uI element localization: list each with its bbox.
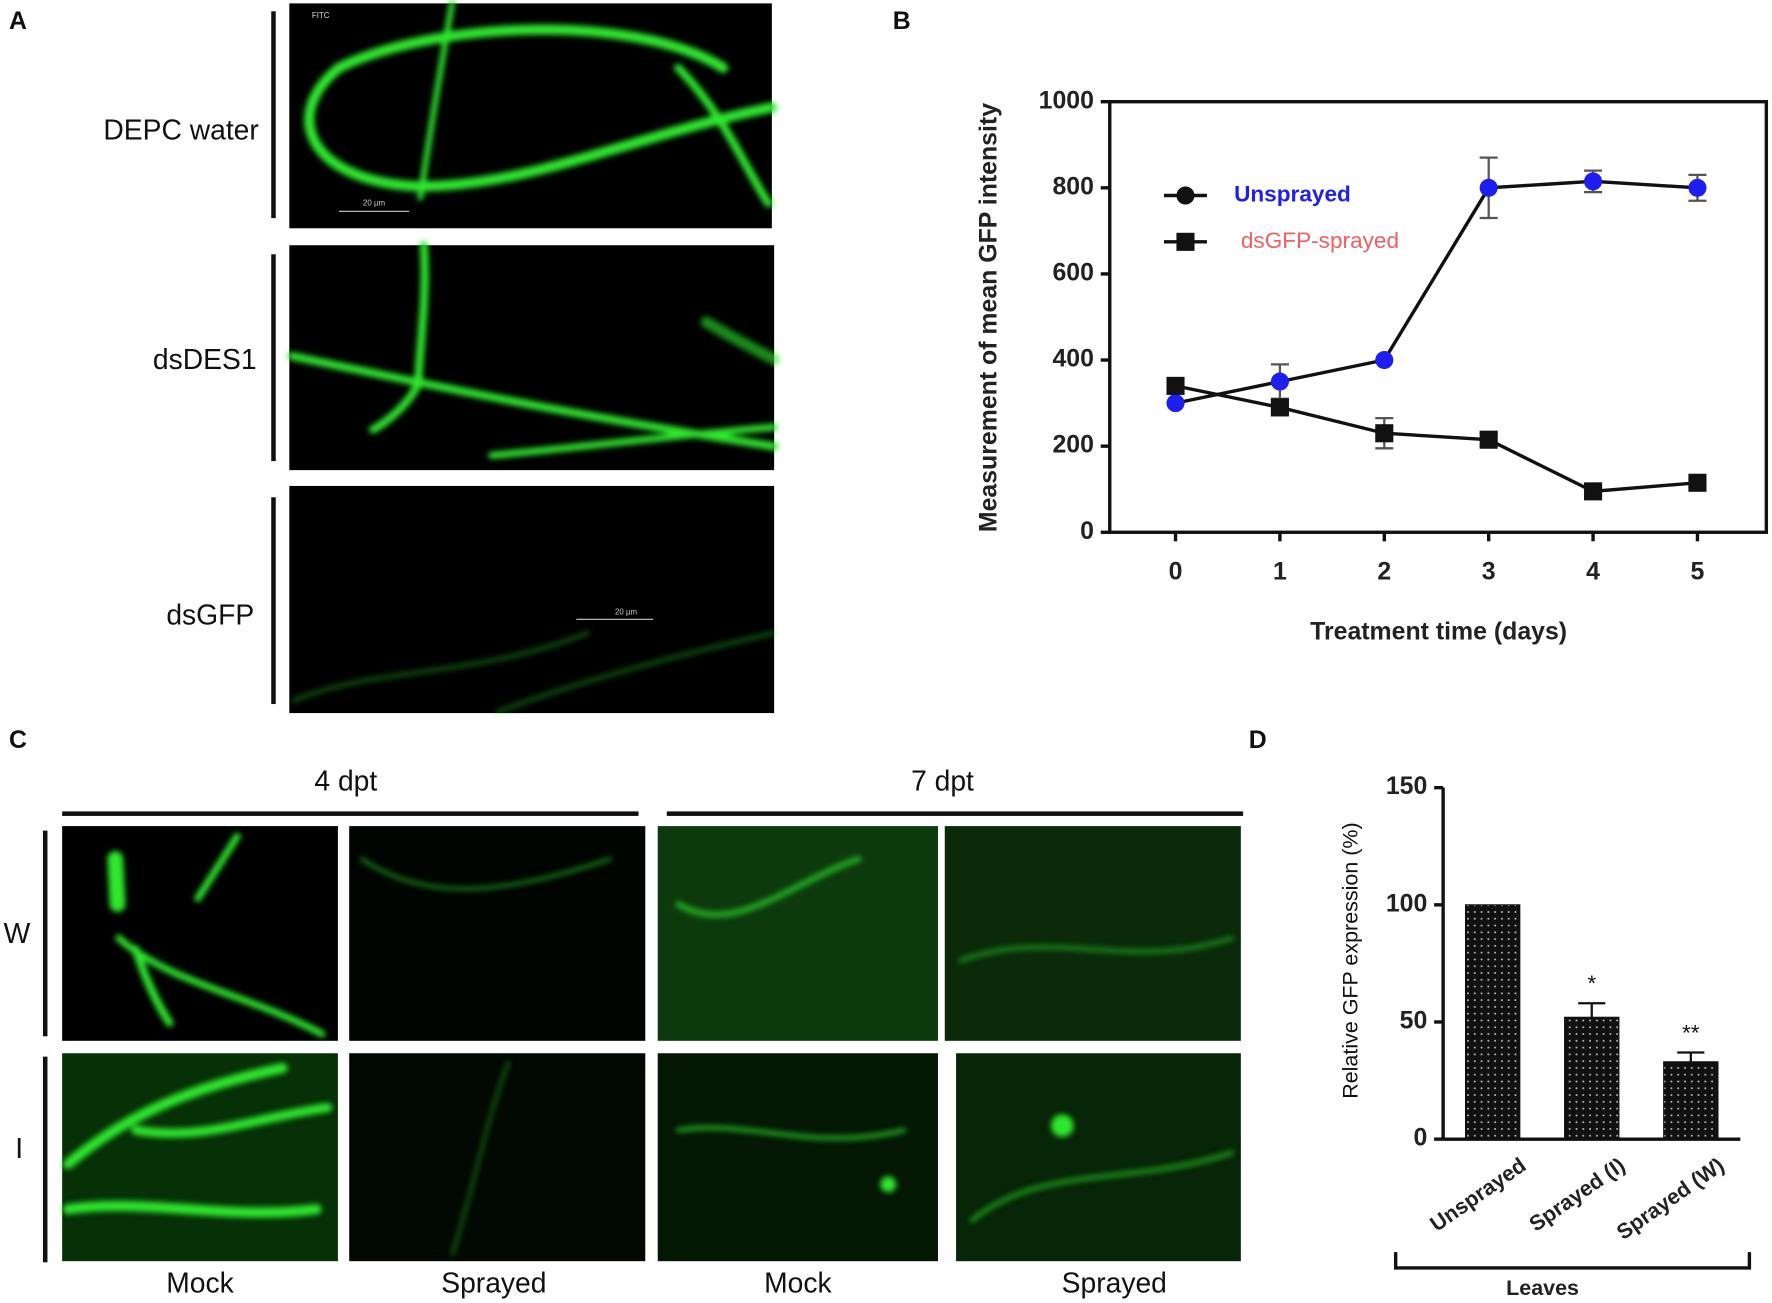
bracket [271,254,276,462]
y-tick-label: 1000 [1039,86,1094,114]
significance: ** [1682,1020,1700,1045]
micrograph [944,826,1241,1041]
bar [1564,1016,1620,1140]
y-tick-label: 800 [1052,172,1093,200]
x-tick-label: 0 [1169,558,1183,586]
panel-label: C [9,726,27,754]
bracket [42,1056,48,1263]
y-axis-label: Measurement of mean GFP intensity [975,103,1003,532]
marker [1166,376,1185,395]
micrograph [349,1053,646,1262]
marker [1479,430,1498,449]
row-label: DEPC water [103,114,258,146]
y-tick-label: 100 [1386,889,1427,917]
marker [1584,172,1603,191]
legend-label: dsGFP-sprayed [1241,228,1399,253]
y-tick-label: 150 [1386,772,1427,800]
marker [1688,178,1707,197]
legend-marker [1176,232,1195,251]
group-label: 4 dpt [314,765,377,797]
plot-frame [1108,100,1769,534]
legend-label: Unsprayed [1234,181,1351,206]
row-label: dsDES1 [153,343,257,375]
panel-label: A [9,7,27,35]
row-label: I [15,1132,23,1164]
x-tick-label: Sprayed (W) [1612,1153,1728,1245]
scale-bar-label: 20 µm [363,199,386,208]
bracket [271,497,276,705]
marker [1584,482,1603,501]
panel-a: DEPC water dsDES1 dsGFP FITC 20 µm 20 µm [103,0,780,715]
hyphae [291,630,777,715]
y-tick-label: 600 [1052,258,1093,286]
series-line [1175,179,1698,405]
y-tick-label: 200 [1052,431,1093,459]
y-tick-label: 0 [1080,517,1094,545]
y-tick-label: 400 [1052,345,1093,373]
y-axis-label: Relative GFP expression (%) [1338,822,1362,1098]
x-tick-label: Unsprayed [1426,1153,1531,1236]
marker [1270,398,1289,417]
bracket [666,811,1244,816]
bracket [62,811,639,816]
hyphae [287,241,780,459]
scale-bar-label: 20 µm [615,608,638,617]
micrograph [657,1053,938,1262]
marker [1375,424,1394,443]
y-tick-label: 0 [1413,1124,1427,1152]
panel-c: 4 dpt 7 dpt W I Mock Sprayed Mock Spraye… [4,765,1244,1298]
category-bracket [1393,1252,1752,1270]
row-label: dsGFP [166,599,254,631]
significance: * [1587,971,1596,996]
micrograph [657,826,938,1041]
marker [1270,372,1289,391]
micrograph [289,3,772,229]
y-tick-label: 50 [1400,1007,1428,1035]
column-label: Sprayed [441,1266,546,1298]
error-bar [1677,1051,1705,1062]
bracket [42,830,48,1037]
marker [1479,178,1498,197]
micrograph [289,485,775,714]
column-label: Mock [166,1266,234,1298]
channel-label: FITC [312,11,330,20]
bracket [271,11,276,219]
marker [1166,394,1185,413]
column-label: Mock [764,1266,832,1298]
column-label: Sprayed [1062,1266,1167,1298]
x-tick-label: 2 [1377,558,1391,586]
micrograph [956,1053,1241,1262]
legend-marker [1176,186,1195,205]
micrograph [62,1053,338,1262]
x-tick-label: 4 [1586,558,1600,586]
error-bar [1578,1002,1606,1018]
x-tick-label: 3 [1482,558,1496,586]
panel-label: D [1249,726,1267,754]
panel-label: B [893,7,911,35]
group-label: 7 dpt [911,765,974,797]
bar [1663,1061,1719,1140]
bar [1464,904,1521,1140]
x-axis-label: Treatment time (days) [1310,617,1567,645]
hyphae [62,832,1235,1257]
row-label: W [4,917,31,949]
marker [1688,473,1707,492]
x-axis-label: Leaves [1506,1276,1579,1300]
micrograph [349,826,646,1041]
x-tick-label: 1 [1273,558,1287,586]
hyphae [304,0,777,208]
marker [1375,351,1394,370]
series-line [1175,384,1698,494]
x-tick-label: 5 [1691,558,1705,586]
micrograph [62,826,338,1041]
